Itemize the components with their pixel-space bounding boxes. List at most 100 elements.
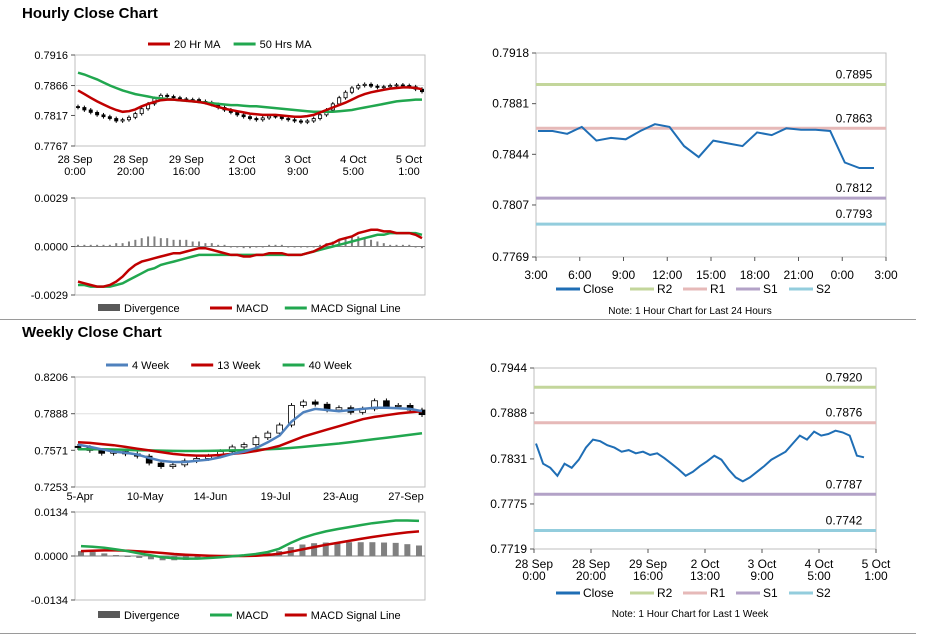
divergence-bar: [134, 239, 137, 247]
y-tick-label: 0.7916: [34, 50, 68, 62]
divergence-bar: [172, 239, 175, 247]
divergence-bar: [287, 246, 290, 248]
candle-body: [318, 114, 323, 119]
divergence-bar: [249, 246, 251, 249]
divergence-bar: [136, 556, 143, 558]
level-label-r1: 0.7863: [836, 111, 873, 125]
divergence-bar: [293, 246, 296, 248]
divergence-bar: [127, 241, 130, 247]
candle-body: [139, 108, 144, 115]
candle-body: [264, 432, 272, 439]
divergence-bar: [389, 244, 392, 247]
candle-body: [74, 445, 82, 448]
macd-line: [80, 519, 420, 560]
divergence-bar: [102, 244, 105, 247]
divergence-bar: [376, 241, 379, 247]
x-tick-label: 23-Aug: [323, 491, 358, 503]
divergence-bar: [185, 239, 188, 247]
ma-20-line: [77, 86, 423, 118]
y-tick-label: 0.7944: [490, 361, 527, 375]
divergence-bar: [124, 556, 131, 557]
y-tick-label: 0.0000: [34, 551, 68, 563]
x-tick-label: 29 Sep 16:00: [629, 557, 667, 583]
level-label-r2: 0.7920: [826, 370, 863, 384]
x-tick-label: 5 Oct 1:00: [862, 557, 891, 583]
candle-body: [82, 107, 87, 111]
candle-body: [165, 94, 170, 97]
divergence-bar: [414, 246, 417, 248]
divergence-bar: [319, 244, 322, 247]
y-tick-label: 0.7571: [34, 445, 68, 457]
candle-body: [369, 83, 374, 87]
legend-label: R2: [657, 282, 673, 296]
ma-4-week-line: [77, 406, 423, 464]
y-tick-label: 0.7831: [490, 452, 527, 466]
level-label-s2: 0.7793: [836, 207, 873, 221]
divergence-bar: [311, 543, 318, 556]
candle-body: [381, 86, 386, 89]
x-tick-label: 21:00: [783, 268, 813, 282]
candle-body: [420, 88, 424, 93]
candle-body: [343, 91, 348, 99]
y-tick-label: 0.0134: [34, 507, 68, 519]
close-line: [535, 429, 865, 483]
divergence-bar: [242, 246, 245, 249]
level-label-s1: 0.7812: [836, 181, 873, 195]
x-tick-label: 2 Oct 13:00: [690, 557, 720, 583]
y-tick-label: 0.7767: [34, 141, 68, 153]
legend-label: Close: [583, 586, 614, 600]
x-tick-label: 6:00: [568, 268, 592, 282]
legend-label: 4 Week: [132, 360, 170, 372]
divergence-bar: [147, 236, 150, 247]
level-label-r1: 0.7876: [826, 406, 863, 420]
legend-label: 40 Week: [309, 360, 353, 372]
y-tick-label: 0.7817: [34, 110, 68, 122]
candle-body: [254, 118, 259, 121]
divergence-bar: [115, 243, 118, 247]
candle-body: [288, 404, 295, 426]
candle-body: [279, 116, 284, 119]
divergence-bar: [274, 244, 277, 247]
y-tick-label: 0.7866: [34, 81, 68, 93]
candle-body: [356, 85, 361, 89]
hourly-section-title: Hourly Close Chart: [22, 5, 158, 22]
bottom-divider: [0, 633, 916, 634]
ma-13-week-line: [77, 409, 423, 457]
candle-body: [235, 112, 240, 116]
candle-body: [383, 400, 390, 407]
candle-body: [311, 118, 316, 122]
x-tick-label: 19-Jul: [261, 491, 291, 503]
y-tick-label: 0.7775: [490, 497, 527, 511]
divergence-bar: [395, 244, 398, 247]
candle-body: [252, 437, 260, 446]
divergence-bar: [416, 545, 422, 556]
legend-label: MACD Signal Line: [311, 610, 401, 622]
divergence-bar: [408, 244, 411, 247]
candle-body: [171, 96, 176, 99]
candle-body: [311, 401, 319, 405]
x-tick-label: 3 Oct 9:00: [285, 154, 311, 178]
candle-body: [126, 116, 131, 121]
close-line: [538, 123, 874, 169]
legend-label: R1: [710, 586, 726, 600]
divergence-bar: [280, 244, 283, 247]
divergence-bar: [363, 238, 366, 247]
legend-label: S1: [763, 282, 778, 296]
divergence-bar: [346, 542, 353, 556]
legend-label: R1: [710, 282, 726, 296]
candle-body: [107, 116, 112, 119]
x-tick-label: 5-Apr: [67, 491, 94, 503]
chart-note: Note: 1 Hour Chart for Last 24 Hours: [608, 306, 771, 317]
divergence-bar: [299, 246, 302, 248]
divergence-bar: [121, 243, 124, 247]
x-tick-label: 27-Sep: [388, 491, 423, 503]
divergence-bar: [334, 542, 341, 556]
legend-label: Close: [583, 282, 614, 296]
divergence-bar: [223, 244, 226, 247]
legend-label: 20 Hr MA: [174, 39, 221, 51]
candle-body: [394, 404, 402, 407]
divergence-bar: [112, 555, 119, 557]
macd-signal-line: [78, 231, 423, 288]
divergence-bar: [255, 246, 258, 248]
legend-label: MACD: [236, 610, 268, 622]
